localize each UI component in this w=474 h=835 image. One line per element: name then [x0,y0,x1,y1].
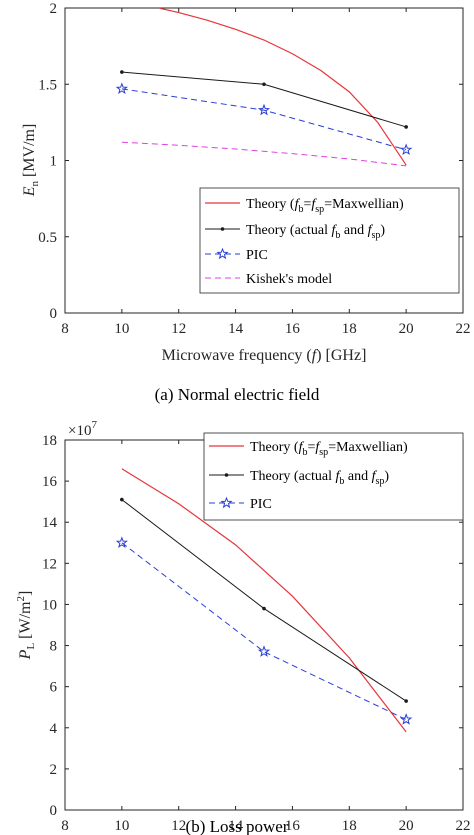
y-tick-label: 4 [50,721,58,737]
panel-b-legend-item-theory-maxwellian: Theory (fb=fsp=Maxwellian) [209,440,408,458]
panel-a-x-ticks: 8 10 12 14 16 18 20 22 [61,8,471,337]
series-line-0 [158,8,407,166]
data-point-star-2-2 [400,143,413,156]
legend-star-marker [220,496,233,509]
panel-b-y-ticks: 0 2 4 6 8 10 12 14 16 18 [42,433,463,819]
legend-label: Theory (actual fb and fsp) [246,223,385,241]
panel-b-caption: (b) Loss power [186,817,289,835]
legend-label: Kishek's model [246,272,332,287]
y-tick-label: 1.5 [38,77,57,93]
data-point-1-2 [404,125,408,129]
panel-b-plot-area [115,468,413,733]
panel-a-caption: (a) Normal electric field [155,385,320,404]
series-line-1 [121,499,407,702]
data-point-star-2-2 [400,713,413,725]
x-tick-label: 18 [342,321,357,337]
data-point-star-2-1 [257,103,271,116]
panel-a-legend-item-theory-maxwellian: Theory (fb=fsp=Maxwellian) [205,197,404,215]
legend-label: Theory (fb=fsp=Maxwellian) [246,197,404,215]
data-point-1-0 [120,70,124,74]
x-tick-label: 20 [399,321,414,337]
y-tick-label: 6 [50,680,58,696]
panel-b-x-ticks: 8 10 12 14 16 18 20 22 [61,440,471,834]
panel-a-legend-item-theory-actual: Theory (actual fb and fsp) [205,223,385,241]
series-line-2 [121,542,407,721]
y-tick-label: 0.5 [38,230,57,246]
x-tick-label: 14 [228,321,244,337]
panel-a-y-axis-label: En [MV/m] [21,124,41,198]
data-point-1-0 [120,497,124,502]
y-tick-label: 0 [50,803,58,819]
x-tick-label: 12 [171,321,186,337]
panel-a-y-ticks: 0 0.5 1 1.5 2 [38,1,463,322]
y-tick-label: 18 [42,433,57,449]
panel-a-plot-area [115,8,413,167]
panel-b-legend-box [203,432,464,521]
data-point-1-1 [262,606,266,611]
data-point-star-2-0 [115,536,128,548]
y-tick-label: 14 [42,515,58,531]
panel-a-legend-box [199,187,460,294]
panel-b-y-axis-label: PL [W/m2] [15,591,37,661]
x-tick-label: 20 [399,818,414,834]
y-tick-label: 2 [50,762,58,778]
panel-b-multiplier: ×107 [68,419,97,439]
x-tick-label: 22 [456,818,471,834]
y-tick-label: 8 [50,639,58,655]
data-point-1-1 [262,82,266,87]
panel-a-legend-item-kishek: Kishek's model [205,272,332,287]
x-tick-label: 8 [61,818,69,834]
y-tick-label: 12 [42,556,57,572]
series-line-3 [121,141,407,167]
y-tick-label: 10 [42,597,57,613]
star-marker-icon [220,496,233,509]
star-marker-icon [216,247,229,260]
y-tick-label: 2 [50,1,58,17]
panel-b-legend-item-theory-actual: Theory (actual fb and fsp) [209,469,389,487]
panel-b-legend: Theory (fb=fsp=Maxwellian) Theory (actua… [203,432,464,521]
data-point-star-2-0 [115,82,128,95]
y-tick-label: 0 [50,306,58,322]
series-line-2 [121,88,407,151]
panel-a-legend-item-pic: PIC [205,247,268,263]
data-point-star-2-1 [257,645,271,657]
x-tick-label: 16 [285,818,301,834]
legend-star-marker [216,247,229,260]
panel-a-normal-electric-field: 8 10 12 14 16 18 20 22 0 0.5 1 1.5 2 Microwave freq… [21,1,471,404]
x-tick-label: 18 [342,818,357,834]
y-tick-label: 16 [42,474,58,490]
x-tick-label: 10 [114,321,129,337]
panel-a-x-axis-label: Microwave frequency (f) [GHz] [162,347,367,364]
y-tick-label: 1 [50,154,58,170]
x-tick-label: 10 [114,818,129,834]
series-line-1 [121,71,407,128]
panel-b-legend-item-pic: PIC [209,496,272,512]
legend-label: Theory (fb=fsp=Maxwellian) [250,440,408,458]
x-tick-label: 16 [285,321,301,337]
x-tick-label: 14 [228,818,244,834]
x-tick-label: 22 [456,321,471,337]
x-tick-label: 8 [61,321,69,337]
data-point-1-2 [404,699,408,703]
legend-label: Theory (actual fb and fsp) [250,469,389,487]
legend-label: PIC [246,248,268,263]
x-tick-label: 12 [171,818,186,834]
legend-label: PIC [250,497,272,512]
panel-a-legend: Theory (fb=fsp=Maxwellian) Theory (actua… [199,187,460,294]
